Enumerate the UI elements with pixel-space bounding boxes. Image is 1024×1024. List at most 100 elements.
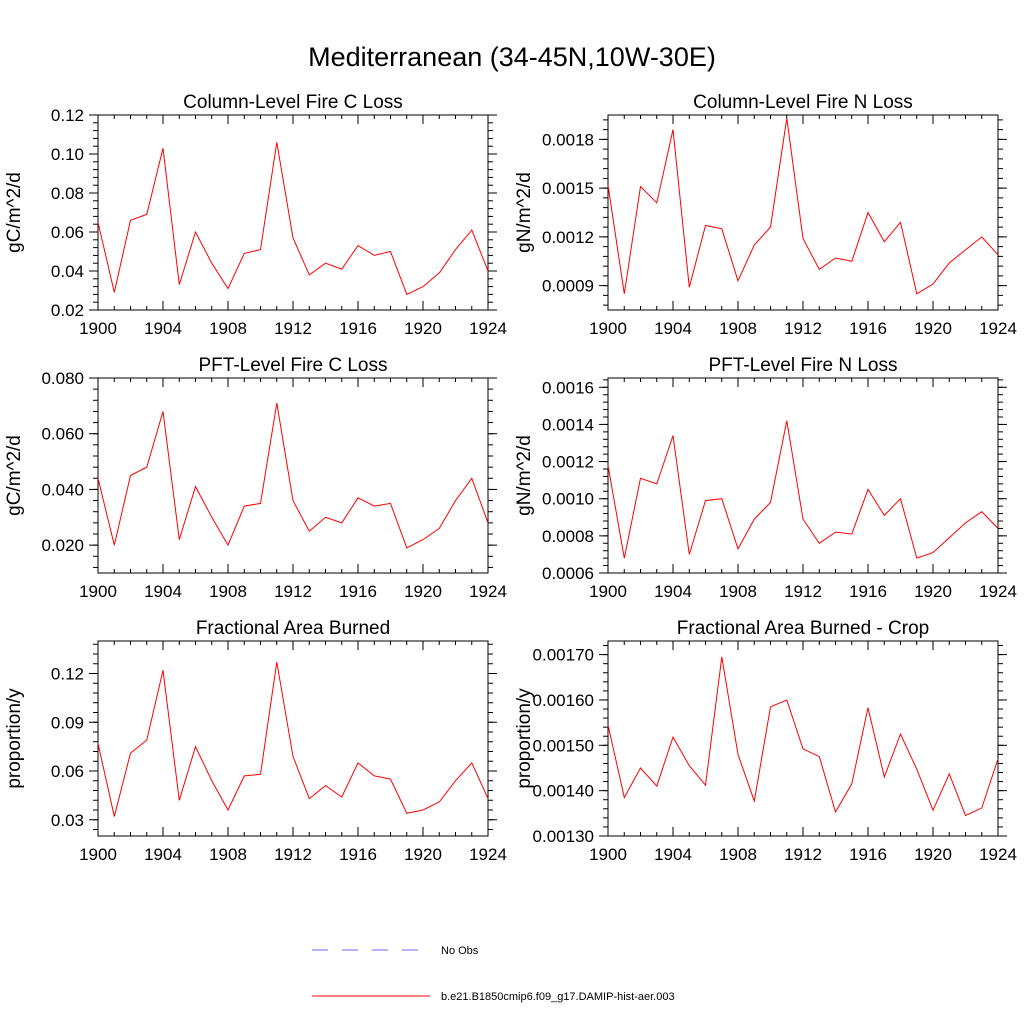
y-tick-label: 0.020 <box>41 536 84 555</box>
x-tick-label: 1924 <box>979 319 1017 338</box>
y-tick-label: 0.0012 <box>542 228 594 247</box>
panel-title: Column-Level Fire N Loss <box>693 92 913 113</box>
y-tick-label: 0.09 <box>51 713 84 732</box>
x-tick-label: 1908 <box>209 319 247 338</box>
x-tick-label: 1920 <box>914 845 952 864</box>
y-axis-label: gC/m^2/d <box>4 172 25 253</box>
x-tick-label: 1916 <box>849 582 887 601</box>
x-tick-label: 1912 <box>274 582 312 601</box>
x-tick-label: 1908 <box>209 845 247 864</box>
chart-panel-6: Fractional Area Burned - Crop 1900 1904 190… <box>514 618 1017 864</box>
x-tick-label: 1920 <box>404 582 442 601</box>
chart-panel-1: Column-Level Fire C Loss 1900 1904 1908 1912… <box>4 92 507 338</box>
y-tick-label: 0.12 <box>51 665 84 684</box>
x-tick-label: 1912 <box>784 582 822 601</box>
x-tick-label: 1908 <box>719 582 757 601</box>
legend-label-model-run: b.e21.B1850cmip6.f09_g17.DAMIP-hist-aer.… <box>441 991 675 1003</box>
y-tick-label: 0.00150 <box>533 736 594 755</box>
figure-title: Mediterranean (34-45N,10W-30E) <box>308 42 716 72</box>
y-tick-label: 0.0009 <box>542 277 594 296</box>
series-line <box>607 420 999 559</box>
series-line <box>607 118 999 295</box>
x-tick-label: 1904 <box>144 582 182 601</box>
panel-title: Fractional Area Burned - Crop <box>677 618 929 639</box>
y-axis-label: proportion/y <box>514 688 535 789</box>
x-tick-label: 1924 <box>979 582 1017 601</box>
y-tick-label: 0.12 <box>51 106 84 125</box>
chart-panel-2: Column-Level Fire N Loss 1900 1904 1908 1912… <box>514 92 1017 338</box>
y-tick-label: 0.03 <box>51 811 84 830</box>
x-tick-label: 1900 <box>79 845 117 864</box>
x-tick-label: 1916 <box>339 319 377 338</box>
x-tick-label: 1900 <box>589 582 627 601</box>
y-axis-label: gC/m^2/d <box>4 435 25 516</box>
x-tick-label: 1912 <box>784 845 822 864</box>
y-tick-label: 0.0008 <box>542 527 594 546</box>
y-tick-label: 0.0010 <box>542 490 594 509</box>
plot-frame <box>607 640 999 837</box>
plot-frame <box>607 377 999 574</box>
y-tick-label: 0.060 <box>41 425 84 444</box>
chart-panels: Column-Level Fire C Loss 1900 1904 1908 1912… <box>4 92 1017 864</box>
x-tick-label: 1912 <box>274 319 312 338</box>
x-tick-label: 1904 <box>654 319 692 338</box>
panel-title: PFT-Level Fire N Loss <box>709 355 898 376</box>
y-tick-label: 0.0015 <box>542 179 594 198</box>
x-tick-label: 1924 <box>979 845 1017 864</box>
x-tick-label: 1916 <box>849 845 887 864</box>
chart-panel-3: PFT-Level Fire C Loss 1900 1904 1908 1912 191… <box>4 355 507 601</box>
x-tick-label: 1904 <box>654 845 692 864</box>
x-tick-label: 1908 <box>209 582 247 601</box>
y-tick-label: 0.0014 <box>542 415 594 434</box>
x-tick-label: 1904 <box>144 845 182 864</box>
x-tick-label: 1920 <box>404 319 442 338</box>
x-tick-label: 1912 <box>784 319 822 338</box>
y-axis-label: proportion/y <box>4 688 25 789</box>
chart-panel-4: PFT-Level Fire N Loss 1900 1904 1908 1912 191… <box>514 355 1017 601</box>
y-tick-label: 0.0006 <box>542 564 594 583</box>
x-tick-label: 1908 <box>719 845 757 864</box>
x-tick-label: 1924 <box>469 582 507 601</box>
y-tick-label: 0.10 <box>51 145 84 164</box>
y-axis-label: gN/m^2/d <box>514 435 535 516</box>
panel-title: PFT-Level Fire C Loss <box>199 355 388 376</box>
x-tick-label: 1924 <box>469 845 507 864</box>
legend: No Obs b.e21.B1850cmip6.f09_g17.DAMIP-hi… <box>312 945 675 1003</box>
x-tick-label: 1904 <box>144 319 182 338</box>
x-tick-label: 1916 <box>339 582 377 601</box>
series-line <box>97 662 489 817</box>
y-tick-label: 0.04 <box>51 262 84 281</box>
x-tick-label: 1920 <box>914 319 952 338</box>
x-tick-label: 1900 <box>79 582 117 601</box>
chart-panel-5: Fractional Area Burned 1900 1904 1908 1912 19… <box>4 618 507 864</box>
x-tick-label: 1916 <box>339 845 377 864</box>
series-line <box>607 656 999 817</box>
y-axis-label: gN/m^2/d <box>514 172 535 253</box>
x-tick-label: 1900 <box>589 319 627 338</box>
y-tick-label: 0.02 <box>51 301 84 320</box>
x-tick-label: 1920 <box>914 582 952 601</box>
y-tick-label: 0.0016 <box>542 378 594 397</box>
panel-title: Column-Level Fire C Loss <box>183 92 403 113</box>
y-tick-label: 0.06 <box>51 762 84 781</box>
x-tick-label: 1924 <box>469 319 507 338</box>
y-tick-label: 0.040 <box>41 480 84 499</box>
y-tick-label: 0.0012 <box>542 453 594 472</box>
series-line <box>97 403 489 549</box>
x-tick-label: 1900 <box>79 319 117 338</box>
y-tick-label: 0.00170 <box>533 646 594 665</box>
series-line <box>97 142 489 296</box>
plot-frame <box>97 377 489 574</box>
x-tick-label: 1904 <box>654 582 692 601</box>
panel-title: Fractional Area Burned <box>196 618 390 639</box>
y-tick-label: 0.06 <box>51 223 84 242</box>
x-tick-label: 1912 <box>274 845 312 864</box>
x-tick-label: 1908 <box>719 319 757 338</box>
y-tick-label: 0.00160 <box>533 691 594 710</box>
plot-frame <box>607 114 999 311</box>
y-tick-label: 0.080 <box>41 369 84 388</box>
y-tick-label: 0.00130 <box>533 827 594 846</box>
x-tick-label: 1920 <box>404 845 442 864</box>
legend-item-no-obs: No Obs <box>312 945 479 957</box>
